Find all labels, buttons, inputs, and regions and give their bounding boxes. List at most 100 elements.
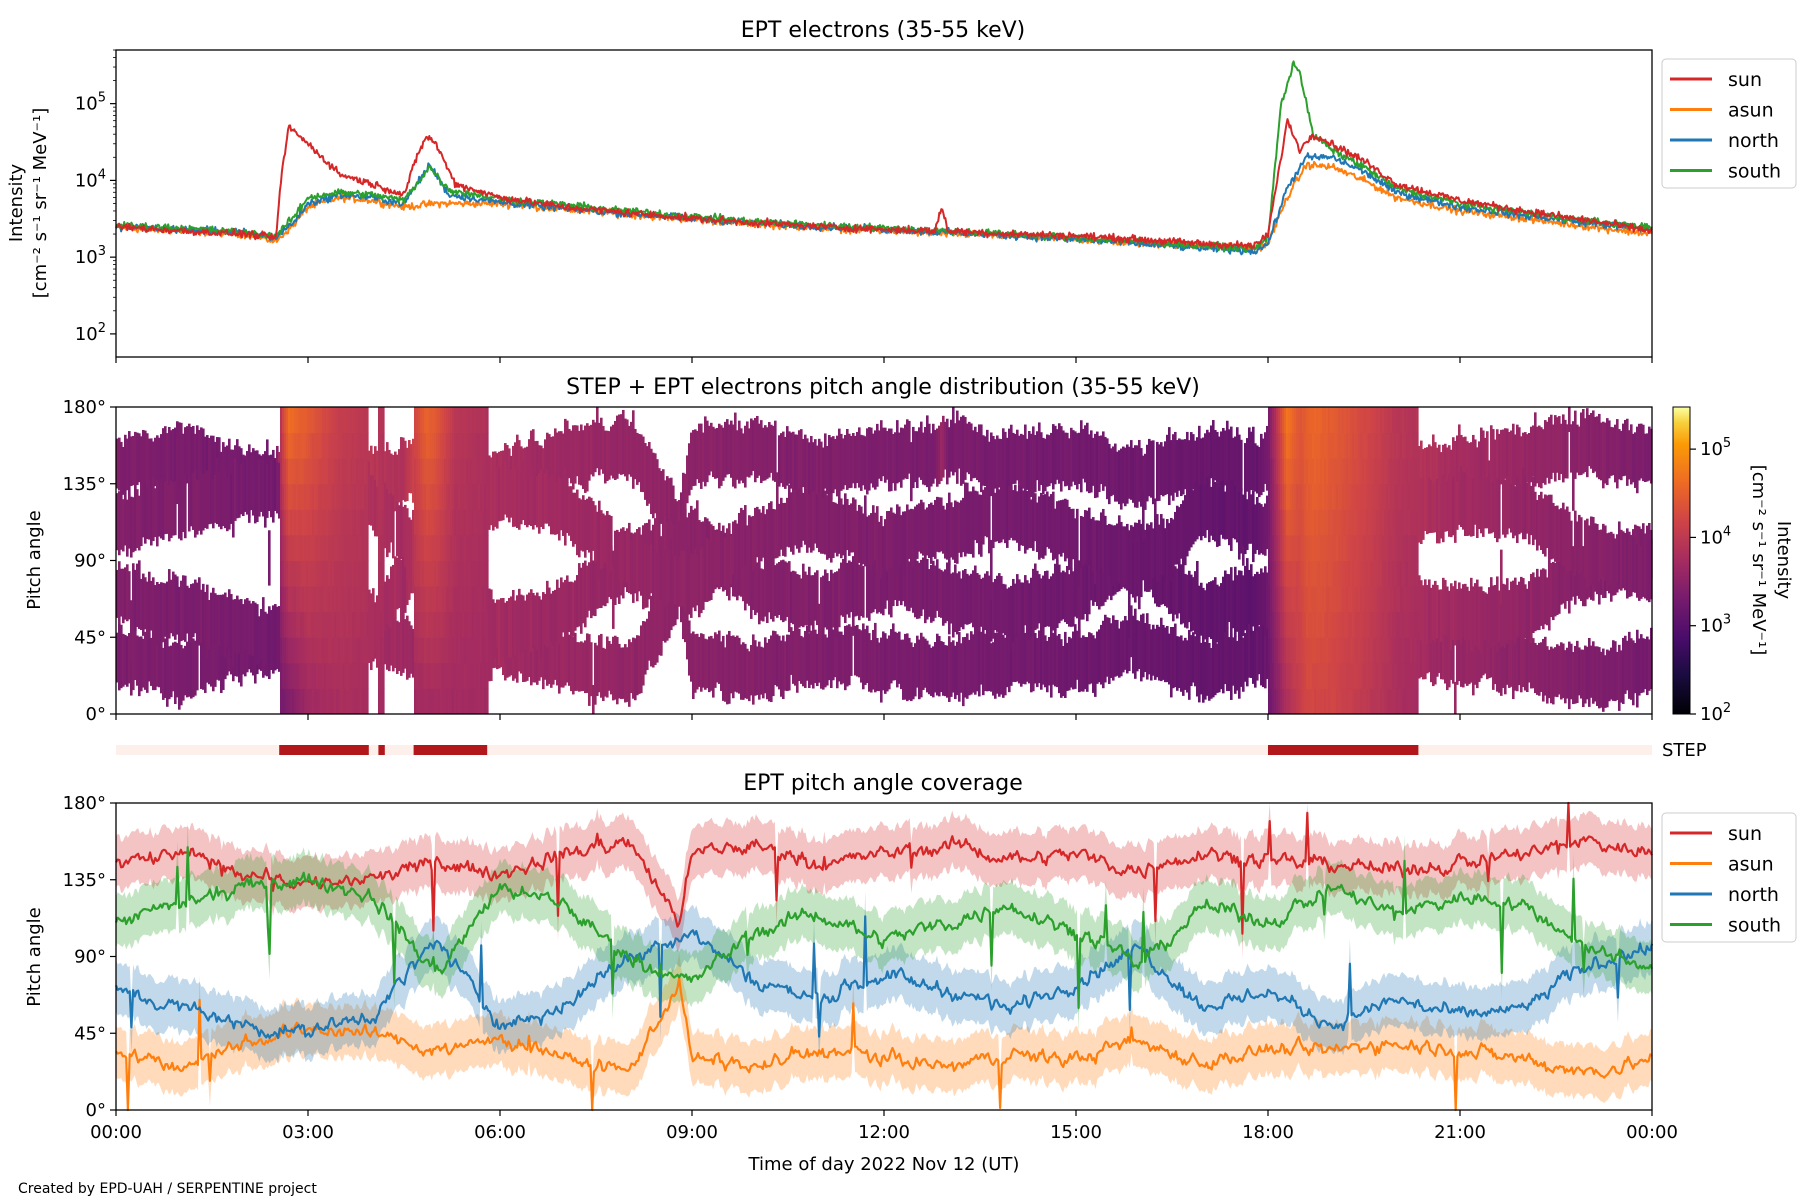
heat-cell xyxy=(244,458,247,512)
heat-cell xyxy=(464,662,467,689)
heat-cell xyxy=(232,599,235,666)
heat-cell xyxy=(466,637,469,664)
legend-label-sun: sun xyxy=(1728,823,1762,845)
heat-cell xyxy=(572,425,575,490)
heat-cell xyxy=(1348,458,1351,485)
heat-cell xyxy=(1374,483,1377,510)
heat-cell xyxy=(1278,509,1281,536)
heat-cell xyxy=(764,425,767,481)
heat-cell xyxy=(276,606,279,669)
heat-cell xyxy=(454,611,457,638)
heat-cell xyxy=(1292,483,1295,510)
heat-cell xyxy=(1312,560,1315,587)
heat-cell xyxy=(990,432,993,497)
heat-cell xyxy=(458,407,461,434)
heat-cell xyxy=(822,616,825,690)
heat-cell xyxy=(208,437,211,493)
heat-cell xyxy=(1314,432,1317,459)
heat-cell xyxy=(408,621,411,678)
heat-cell xyxy=(322,637,325,664)
heat-cell xyxy=(1454,580,1457,646)
heat-cell xyxy=(250,603,253,656)
heat-cell xyxy=(226,627,229,676)
heat-cell xyxy=(1326,534,1329,561)
heat-cell xyxy=(466,688,469,715)
heat-cell xyxy=(1348,560,1351,587)
heat-cell xyxy=(302,407,305,434)
heat-cell xyxy=(1356,560,1359,587)
colorbar-tick-label: 104 xyxy=(1700,524,1731,548)
heat-cell xyxy=(1292,688,1295,715)
heat-cell xyxy=(162,475,165,540)
heat-cell xyxy=(808,633,811,688)
heat-cell xyxy=(464,458,467,485)
heat-cell xyxy=(434,432,437,459)
heat-cell xyxy=(320,432,323,459)
heat-cell xyxy=(1408,560,1411,587)
heat-cell xyxy=(682,550,685,607)
heat-cell xyxy=(432,637,435,664)
heat-cell xyxy=(994,492,997,542)
heat-cell xyxy=(360,611,363,638)
heat-cell xyxy=(596,511,599,562)
heat-cell xyxy=(522,595,525,652)
heat-cell xyxy=(762,647,765,699)
heat-cell xyxy=(1410,432,1413,459)
heat-cell xyxy=(1344,662,1347,689)
heat-cell xyxy=(286,637,289,664)
heat-cell xyxy=(1618,521,1621,586)
heat-cell xyxy=(124,497,127,546)
heat-cell xyxy=(812,629,815,689)
heat-cell xyxy=(350,432,353,459)
heat-cell xyxy=(312,483,315,510)
heat-cell xyxy=(338,637,341,664)
heat-cell xyxy=(1498,590,1501,642)
heat-cell xyxy=(1374,611,1377,638)
heat-cell xyxy=(1546,646,1549,704)
heat-cell xyxy=(1404,534,1407,561)
heat-cell xyxy=(1440,483,1443,539)
heat-cell xyxy=(326,611,329,638)
heat-cell xyxy=(1446,627,1449,691)
heat-cell xyxy=(440,483,443,510)
heat-cell xyxy=(290,432,293,459)
heat-cell xyxy=(344,432,347,459)
heat-cell xyxy=(766,427,769,479)
heat-cell xyxy=(466,560,469,587)
heat-cell xyxy=(414,509,417,536)
heat-cell xyxy=(1024,632,1027,685)
heat-cell xyxy=(1554,562,1557,617)
heat-cell xyxy=(478,560,481,587)
heat-cell xyxy=(1366,509,1369,536)
heat-cell xyxy=(206,584,209,659)
heat-cell xyxy=(414,611,417,638)
heat-cell xyxy=(794,571,797,628)
heat-cell xyxy=(670,477,673,543)
heat-cell xyxy=(450,560,453,587)
heat-cell xyxy=(1328,458,1331,485)
heat-cell xyxy=(404,504,407,568)
heat-cell xyxy=(432,586,435,613)
heat-cell xyxy=(1248,491,1251,544)
heat-cell xyxy=(1326,611,1329,638)
heat-cell xyxy=(580,641,583,692)
heat-cell xyxy=(1390,611,1393,638)
heat-cell xyxy=(1414,637,1417,664)
heat-cell xyxy=(1324,509,1327,536)
heat-cell xyxy=(784,641,787,691)
heat-cell xyxy=(422,662,425,689)
heat-cell xyxy=(1208,475,1211,543)
heat-cell xyxy=(584,560,587,628)
heat-cell xyxy=(446,407,449,434)
heat-cell xyxy=(894,432,897,491)
heat-cell xyxy=(1228,574,1231,622)
heat-cell xyxy=(220,623,223,693)
heat-cell xyxy=(1364,509,1367,536)
heat-cell xyxy=(976,626,979,692)
heat-cell xyxy=(1644,638,1647,690)
heat-cell xyxy=(132,435,135,486)
heat-cell xyxy=(696,633,699,690)
heat-cell xyxy=(1358,432,1361,459)
